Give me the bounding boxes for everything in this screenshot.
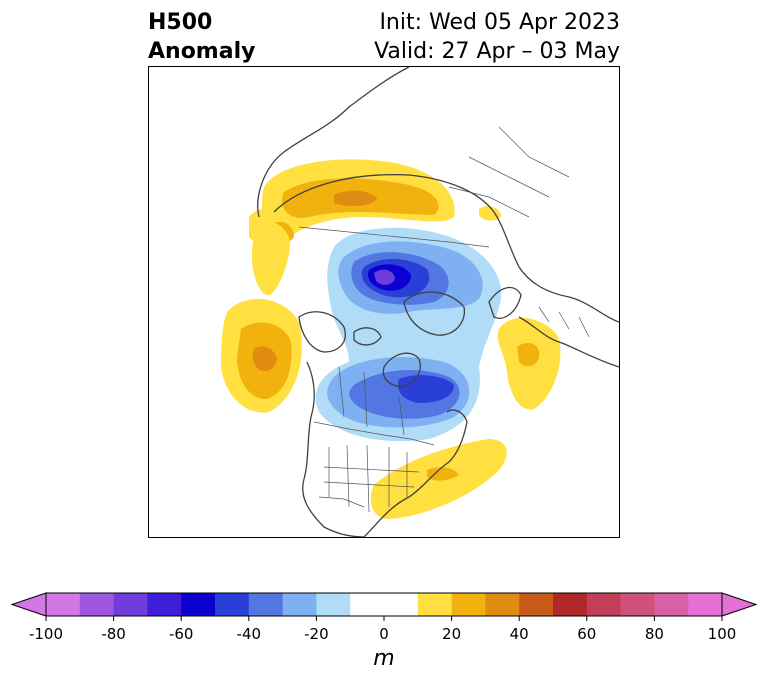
map-svg [220, 67, 619, 537]
border-europe-internal [538, 306, 590, 338]
coastline-north-america-west [302, 361, 365, 537]
colorbar-tick-label: -20 [304, 625, 329, 643]
coastline-scandinavia [488, 286, 522, 319]
colorbar-tick-label: 20 [442, 625, 462, 643]
map-title: H500 Anomaly [148, 8, 255, 66]
colorbar-tick-label: 100 [707, 625, 737, 643]
colorbar-segment [181, 593, 216, 616]
colorbar-units-label: m [373, 646, 395, 671]
colorbar-tick-label: 60 [577, 625, 597, 643]
anomaly-map [148, 66, 620, 538]
colorbar-tick-label: -100 [28, 625, 64, 643]
colorbar-tick-label: -40 [236, 625, 262, 643]
map-subtitle: Init: Wed 05 Apr 2023 Valid: 27 Apr – 03… [374, 8, 620, 66]
colorbar [10, 592, 758, 621]
positive-anomaly-siberia-max [334, 190, 377, 207]
colorbar-tick-label: 40 [509, 625, 529, 643]
colorbar-segments [46, 593, 723, 616]
border-state-lines [323, 444, 420, 513]
positive-anomaly-north-atlantic-core [517, 342, 540, 367]
border-us-canada [313, 421, 435, 446]
border-asia-internal [448, 126, 570, 218]
coastline-eurasia [273, 173, 619, 323]
colorbar-segment [46, 593, 81, 616]
coastline-greenland [403, 291, 466, 336]
coastline-europe [518, 316, 619, 368]
colorbar-segment [451, 593, 486, 616]
colorbar-segment [485, 593, 520, 616]
title-field-type: Anomaly [148, 39, 256, 64]
colorbar-segment [147, 593, 182, 616]
coastline-alaska [298, 311, 346, 353]
colorbar-segment [620, 593, 655, 616]
colorbar-segment [417, 593, 453, 616]
colorbar-segment [316, 593, 351, 616]
colorbar-extend-max [721, 592, 758, 617]
coastline-north-america-east [363, 409, 468, 537]
valid-period-label: Valid: 27 Apr – 03 May [374, 39, 620, 64]
coastline-asia-east [257, 67, 410, 218]
colorbar-segment [384, 593, 419, 616]
border-canada-provinces [338, 366, 405, 436]
colorbar-segment [79, 593, 115, 616]
init-date-label: Init: Wed 05 Apr 2023 [379, 10, 620, 35]
title-variable: H500 [148, 10, 213, 35]
colorbar-tick-label: -60 [168, 625, 194, 643]
border-russia [298, 226, 490, 248]
positive-anomaly-eastern-us-core [427, 467, 459, 481]
positive-anomaly-north-pacific-max [252, 346, 277, 372]
border-us-mexico [318, 496, 365, 508]
positive-anomaly-far-east [479, 206, 501, 221]
colorbar-segment [586, 593, 622, 616]
colorbar-segment [248, 593, 284, 616]
coastline-arctic-islands [353, 327, 382, 346]
political-borders [298, 126, 590, 513]
colorbar-segment [215, 593, 250, 616]
coastline-hudson-bay [382, 352, 421, 388]
colorbar-extend-min [10, 592, 47, 617]
colorbar-segment [553, 593, 588, 616]
anomaly-contours [220, 159, 561, 519]
colorbar-segment [519, 593, 554, 616]
colorbar-segment [282, 593, 317, 616]
colorbar-segment [688, 593, 723, 616]
colorbar-ticks [45, 616, 723, 621]
negative-anomaly-arctic-min [374, 269, 395, 285]
colorbar-tick-label: 0 [379, 625, 389, 643]
colorbar-segment [350, 593, 385, 616]
colorbar-segment [654, 593, 689, 616]
positive-anomaly-north-pacific-outer [251, 222, 290, 296]
coastlines [257, 67, 619, 537]
colorbar-segment [113, 593, 148, 616]
colorbar-tick-label: 80 [644, 625, 664, 643]
colorbar-tick-label: -80 [101, 625, 126, 643]
